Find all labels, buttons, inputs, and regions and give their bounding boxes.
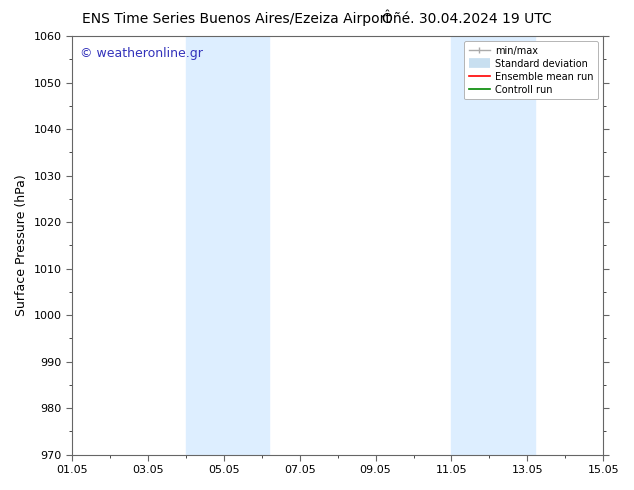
Y-axis label: Surface Pressure (hPa): Surface Pressure (hPa) (15, 174, 28, 316)
Text: Ôñé. 30.04.2024 19 UTC: Ôñé. 30.04.2024 19 UTC (382, 12, 552, 26)
Legend: min/max, Standard deviation, Ensemble mean run, Controll run: min/max, Standard deviation, Ensemble me… (464, 41, 598, 99)
Bar (451, 36, 535, 455)
Bar (186, 36, 269, 455)
Text: ENS Time Series Buenos Aires/Ezeiza Airport: ENS Time Series Buenos Aires/Ezeiza Airp… (82, 12, 391, 26)
Text: © weatheronline.gr: © weatheronline.gr (80, 47, 203, 60)
